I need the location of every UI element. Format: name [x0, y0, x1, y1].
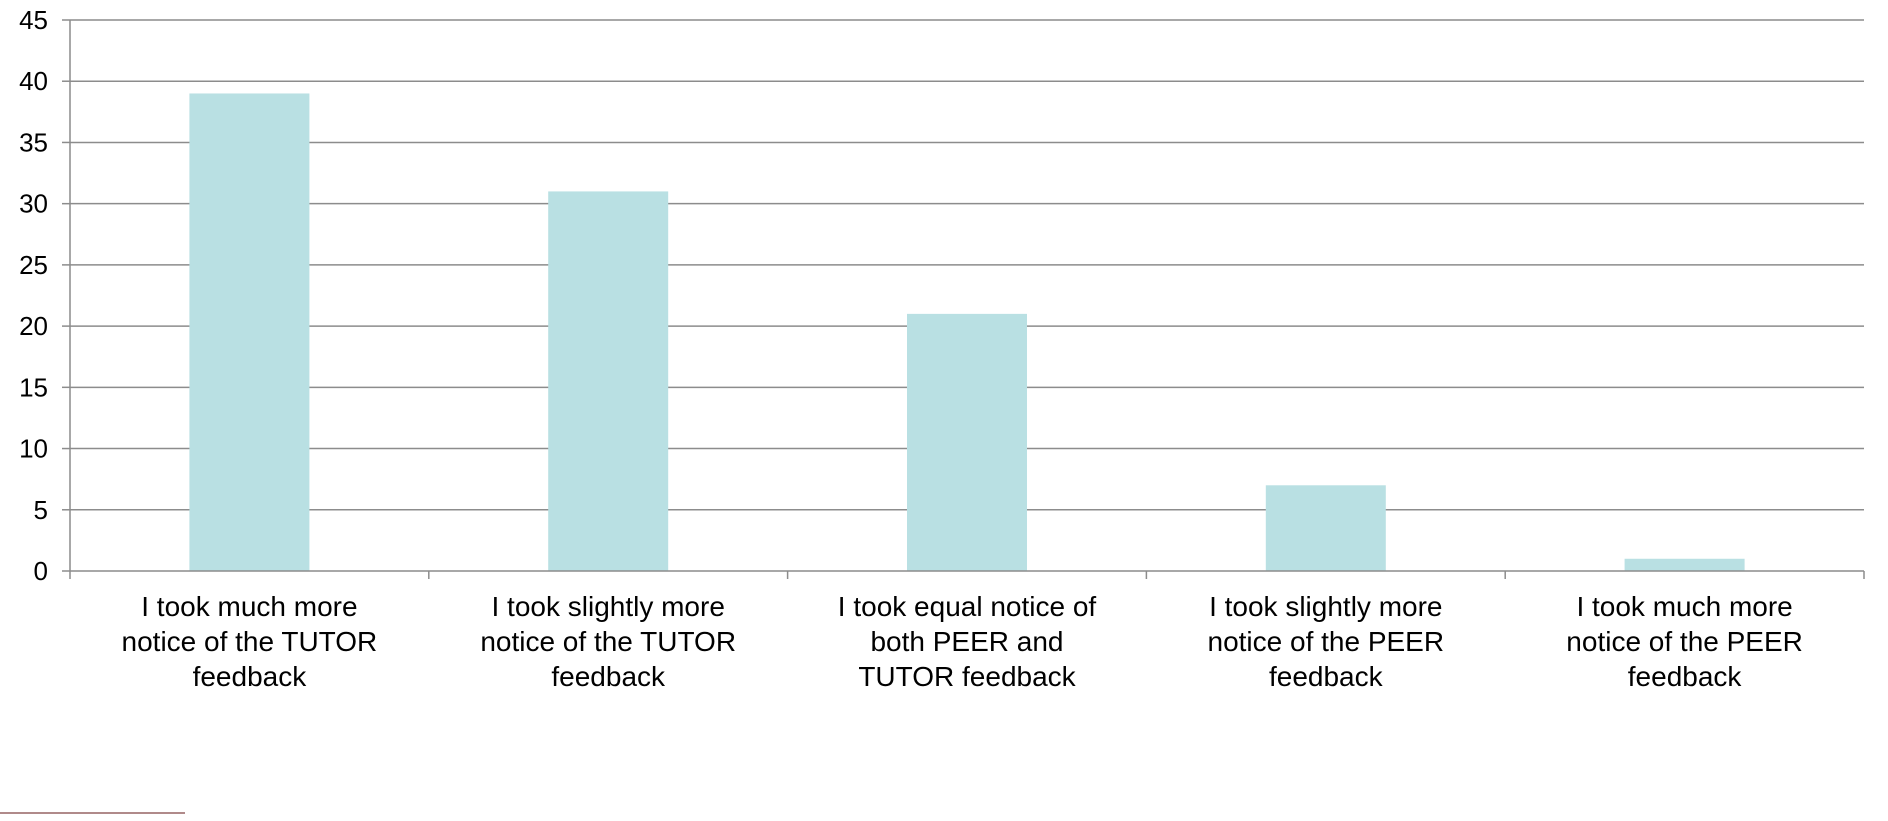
bars	[189, 93, 1745, 571]
y-tick-label: 15	[19, 372, 48, 402]
x-tick-label: I took much more notice of the PEER feedba…	[1566, 591, 1803, 692]
x-tick-label: I took slightly more notice of the PEER fe…	[1208, 591, 1445, 692]
y-tick-label: 10	[19, 434, 48, 464]
x-tick-labels: I took much more notice of the TUTOR feedb…	[122, 591, 1803, 692]
decorative-divider	[0, 812, 185, 814]
x-tick-label: I took much more notice of the TUTOR feedb…	[122, 591, 378, 692]
bar	[1265, 485, 1386, 571]
y-tick-label: 35	[19, 127, 48, 157]
x-tick-label: I took equal notice of both PEER and TUTOR…	[838, 591, 1097, 692]
bar	[907, 313, 1027, 571]
gridlines	[70, 19, 1864, 511]
y-tick-label: 45	[19, 5, 48, 35]
y-tick-label: 40	[19, 66, 48, 96]
bar	[189, 93, 310, 571]
y-tick-label: 20	[19, 311, 48, 341]
x-tick-label: I took slightly more notice of the TUTOR f…	[480, 591, 736, 692]
axes	[62, 19, 1865, 579]
y-tick-label: 0	[34, 556, 48, 586]
y-tick-labels: 0 5 10 15 20 25 30 35 40 45	[19, 5, 48, 586]
y-tick-label: 5	[34, 495, 48, 525]
y-tick-label: 25	[19, 250, 48, 280]
bar	[548, 191, 669, 571]
bar	[1624, 558, 1745, 571]
y-tick-label: 30	[19, 189, 48, 219]
